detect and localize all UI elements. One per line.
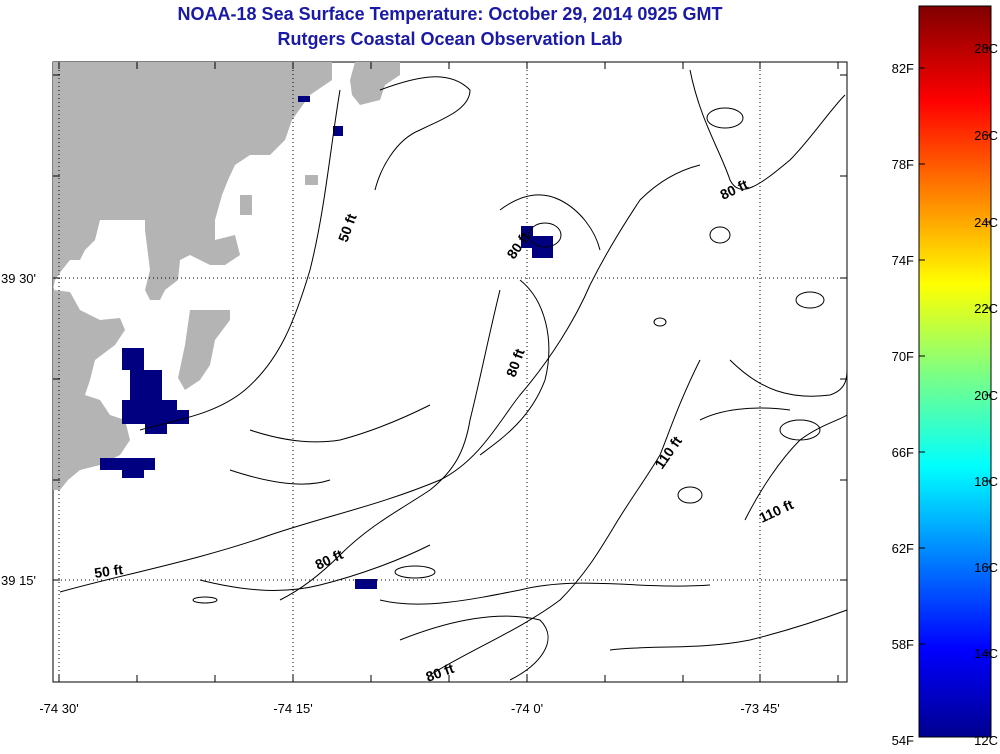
colorbar-c-label: 22C [974, 301, 998, 316]
colorbar-f-label: 58F [892, 637, 914, 652]
colorbar-c-label: 24C [974, 215, 998, 230]
colorbar [918, 5, 992, 738]
lon-label: -73 45' [740, 701, 779, 716]
colorbar-f-label: 54F [892, 733, 914, 748]
lat-label: 39 15' [1, 573, 36, 588]
map-subtitle: Rutgers Coastal Ocean Observation Lab [277, 29, 623, 49]
colorbar-c-label: 28C [974, 41, 998, 56]
colorbar-c-labels: 28C 26C 24C 22C 20C 18C 16C 14C 12C [974, 41, 998, 748]
colorbar-c-label: 20C [974, 388, 998, 403]
bathymetry-contours [59, 69, 848, 681]
colorbar-c-label: 26C [974, 128, 998, 143]
colorbar-f-label: 70F [892, 349, 914, 364]
colorbar-f-label: 66F [892, 445, 914, 460]
latitude-labels: 39 30' 39 15' [1, 271, 36, 588]
colorbar-f-labels: 82F 78F 74F 70F 66F 62F 58F 54F [892, 61, 914, 748]
lon-label: -74 15' [273, 701, 312, 716]
land-mass [53, 62, 400, 490]
colorbar-c-label: 12C [974, 733, 998, 748]
map-title: NOAA-18 Sea Surface Temperature: October… [177, 4, 723, 24]
colorbar-f-label: 82F [892, 61, 914, 76]
colorbar-f-label: 78F [892, 157, 914, 172]
colorbar-c-label: 16C [974, 560, 998, 575]
colorbar-c-label: 14C [974, 646, 998, 661]
tick-marks [53, 62, 847, 682]
lon-label: -74 0' [511, 701, 543, 716]
colorbar-f-label: 62F [892, 541, 914, 556]
colorbar-c-label: 18C [974, 474, 998, 489]
colorbar-f-label: 74F [892, 253, 914, 268]
lat-label: 39 30' [1, 271, 36, 286]
longitude-labels: -74 30' -74 15' -74 0' -73 45' [39, 701, 779, 716]
contour-label: 50 ft [93, 561, 124, 581]
colorbar-ticks [919, 47, 991, 654]
lon-label: -74 30' [39, 701, 78, 716]
graticule [53, 62, 847, 682]
